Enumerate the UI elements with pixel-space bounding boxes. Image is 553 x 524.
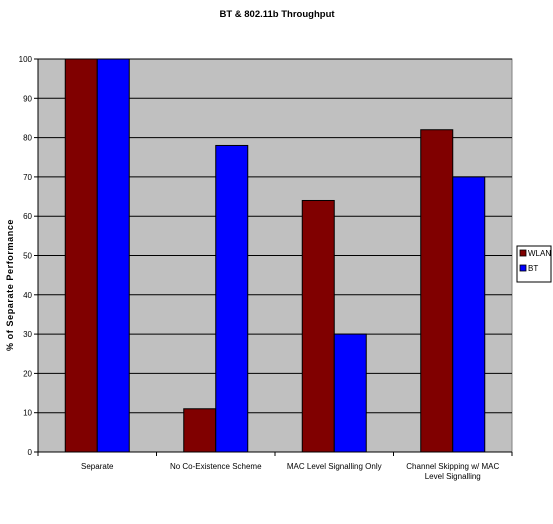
plot-area: 0 10 20 30 40 50 60 70 80 90 100 Separate No Co-Exis… xyxy=(19,55,513,481)
x-tick-label-line: Level Signalling xyxy=(425,472,481,481)
x-tick-label: MAC Level Signalling Only xyxy=(287,462,382,471)
legend: WLAN BT xyxy=(516,245,552,283)
x-tick-label: Separate xyxy=(81,462,114,471)
x-tick-label-line: MAC Level Signalling Only xyxy=(287,462,382,471)
bar-wlan xyxy=(301,199,335,453)
legend-swatch-bt xyxy=(519,264,527,272)
legend-swatch-wlan xyxy=(519,249,527,257)
chart-title: BT & 802.11b Throughput xyxy=(219,9,335,20)
y-tick-label: 100 xyxy=(19,55,33,64)
y-tick-label: 20 xyxy=(23,369,32,378)
y-tick-label: 60 xyxy=(23,212,32,221)
bar-wlan xyxy=(420,129,454,453)
y-tick-label: 90 xyxy=(23,94,32,103)
y-tick-label: 0 xyxy=(28,448,33,457)
y-axis-label: % of Separate Performance xyxy=(5,219,15,351)
bar-bt xyxy=(96,58,130,453)
legend-label: BT xyxy=(528,264,538,273)
bar-wlan xyxy=(64,58,98,453)
bar-bt xyxy=(215,144,249,453)
bar-wlan xyxy=(183,408,217,453)
y-tick-label: 40 xyxy=(23,291,32,300)
y-tick-label: 80 xyxy=(23,134,32,143)
y-tick-label: 50 xyxy=(23,252,32,261)
y-tick-label: 10 xyxy=(23,409,32,418)
bar-bt xyxy=(333,333,367,453)
x-tick-label-line: Separate xyxy=(81,462,114,471)
y-tick-label: 30 xyxy=(23,330,32,339)
legend-label: WLAN xyxy=(528,249,551,258)
x-tick-label-line: Channel Skipping w/ MAC xyxy=(406,462,499,471)
bar-bt xyxy=(452,176,486,453)
x-tick-label-line: No Co-Existence Scheme xyxy=(170,462,262,471)
y-tick-label: 70 xyxy=(23,173,32,182)
x-tick-label: Channel Skipping w/ MAC Level Signalling xyxy=(406,462,499,481)
x-tick-label: No Co-Existence Scheme xyxy=(170,462,262,471)
